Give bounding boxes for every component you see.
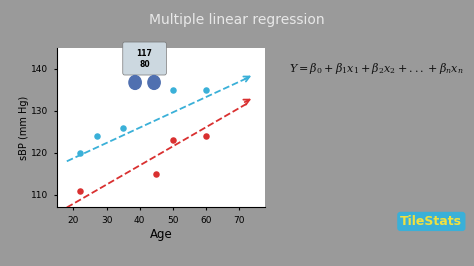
Point <box>76 189 84 193</box>
Point <box>202 88 210 92</box>
Text: $Y = \beta_0 + \beta_1 x_1 + \beta_2 x_2 + ... + \beta_n x_n$: $Y = \beta_0 + \beta_1 x_1 + \beta_2 x_2… <box>289 61 464 76</box>
Text: 117: 117 <box>137 49 153 58</box>
Y-axis label: sBP (mm Hg): sBP (mm Hg) <box>18 95 28 160</box>
Text: 80: 80 <box>139 60 150 69</box>
FancyBboxPatch shape <box>123 42 166 75</box>
Point <box>169 88 176 92</box>
Circle shape <box>148 76 160 89</box>
Circle shape <box>129 76 141 89</box>
Point <box>202 134 210 138</box>
X-axis label: Age: Age <box>150 228 173 240</box>
Text: Multiple linear regression: Multiple linear regression <box>149 13 325 27</box>
Point <box>169 138 176 142</box>
Text: TileStats: TileStats <box>401 215 462 228</box>
Point <box>76 151 84 155</box>
Point <box>93 134 100 138</box>
Point <box>153 172 160 176</box>
Point <box>119 126 127 130</box>
